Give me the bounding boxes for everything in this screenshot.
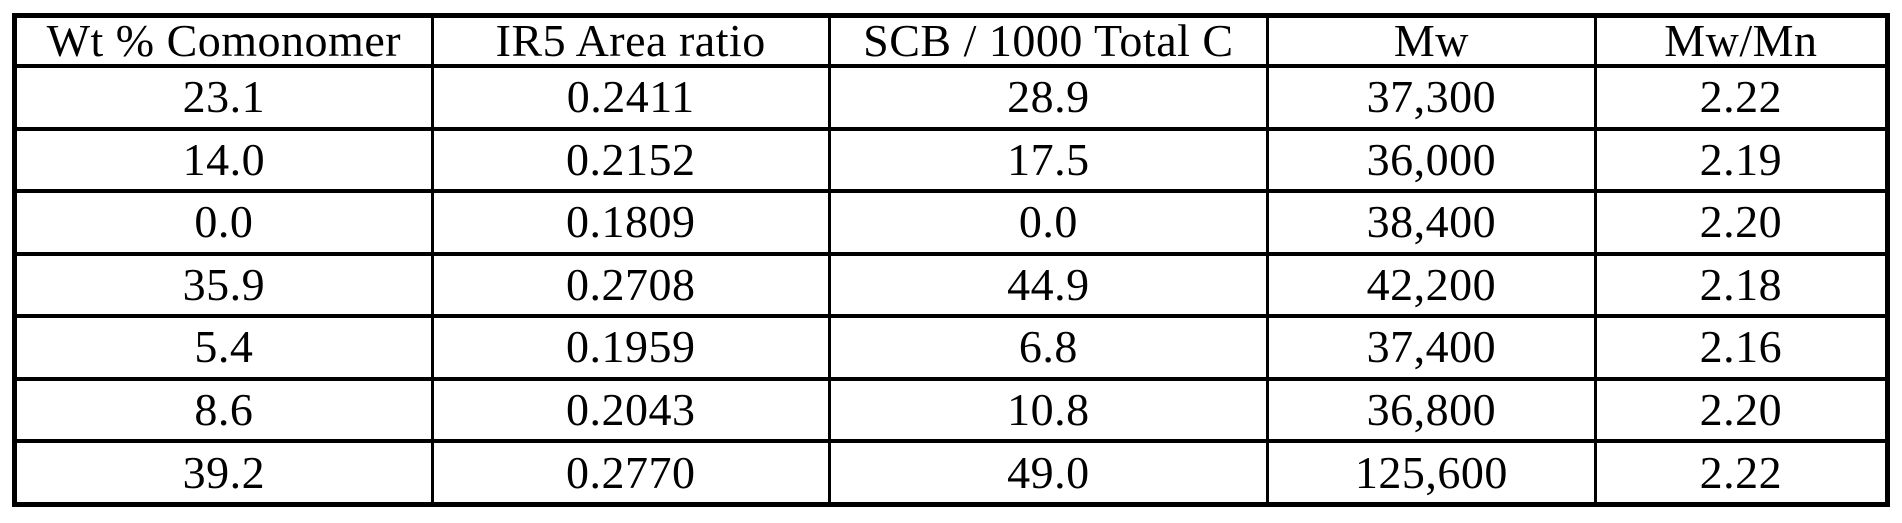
table-cell: 23.1 xyxy=(13,64,434,131)
table-cell: 2.18 xyxy=(1593,251,1890,319)
table-cell: 17.5 xyxy=(827,126,1270,194)
column-header: SCB / 1000 Total C xyxy=(827,13,1270,68)
column-header: IR5 Area ratio xyxy=(430,13,831,68)
table-cell: 49.0 xyxy=(827,439,1270,507)
table-cell: 0.2411 xyxy=(430,64,831,131)
table-cell: 0.1809 xyxy=(430,189,831,256)
table-cell: 0.2043 xyxy=(430,376,831,444)
table-cell: 38,400 xyxy=(1266,189,1597,256)
column-header: Wt % Comonomer xyxy=(13,13,434,68)
table-cell: 2.22 xyxy=(1593,439,1890,507)
table-cell: 36,000 xyxy=(1266,126,1597,194)
table-cell: 2.22 xyxy=(1593,64,1890,131)
table-cell: 36,800 xyxy=(1266,376,1597,444)
table-cell: 37,400 xyxy=(1266,314,1597,381)
table-cell: 44.9 xyxy=(827,251,1270,319)
table-row: 14.0 0.2152 17.5 36,000 2.19 xyxy=(13,126,1890,194)
column-header: Mw/Mn xyxy=(1593,13,1890,68)
table-cell: 28.9 xyxy=(827,64,1270,131)
table-cell: 35.9 xyxy=(13,251,434,319)
table-row: 23.1 0.2411 28.9 37,300 2.22 xyxy=(13,64,1890,131)
table-cell: 2.20 xyxy=(1593,376,1890,444)
table-cell: 5.4 xyxy=(13,314,434,381)
table-cell: 2.16 xyxy=(1593,314,1890,381)
table-cell: 125,600 xyxy=(1266,439,1597,507)
table-cell: 0.1959 xyxy=(430,314,831,381)
table-cell: 42,200 xyxy=(1266,251,1597,319)
table-row: 8.6 0.2043 10.8 36,800 2.20 xyxy=(13,376,1890,444)
table-cell: 0.2152 xyxy=(430,126,831,194)
table-cell: 0.2770 xyxy=(430,439,831,507)
table-row: 0.0 0.1809 0.0 38,400 2.20 xyxy=(13,189,1890,256)
table-row: 5.4 0.1959 6.8 37,400 2.16 xyxy=(13,314,1890,381)
table-cell: 2.19 xyxy=(1593,126,1890,194)
table-row: 39.2 0.2770 49.0 125,600 2.22 xyxy=(13,439,1890,507)
table-cell: 14.0 xyxy=(13,126,434,194)
table-cell: 8.6 xyxy=(13,376,434,444)
table-cell: 0.2708 xyxy=(430,251,831,319)
table-cell: 10.8 xyxy=(827,376,1270,444)
table-cell: 0.0 xyxy=(827,189,1270,256)
table-cell: 39.2 xyxy=(13,439,434,507)
table-cell: 0.0 xyxy=(13,189,434,256)
table-cell: 2.20 xyxy=(1593,189,1890,256)
table-cell: 37,300 xyxy=(1266,64,1597,131)
table-row: 35.9 0.2708 44.9 42,200 2.18 xyxy=(13,251,1890,319)
column-header: Mw xyxy=(1266,13,1597,68)
table-cell: 6.8 xyxy=(827,314,1270,381)
header-row: Wt % Comonomer IR5 Area ratio SCB / 1000 T… xyxy=(13,13,1890,68)
comonomer-data-table: Wt % Comonomer IR5 Area ratio SCB / 1000 T… xyxy=(12,13,1890,507)
